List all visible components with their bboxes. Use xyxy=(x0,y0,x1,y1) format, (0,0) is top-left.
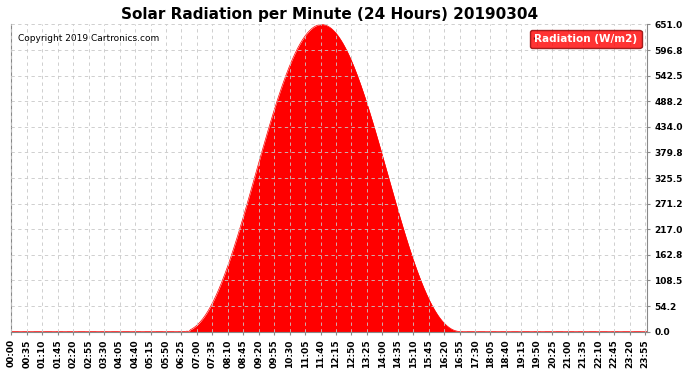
Title: Solar Radiation per Minute (24 Hours) 20190304: Solar Radiation per Minute (24 Hours) 20… xyxy=(121,7,538,22)
Legend: Radiation (W/m2): Radiation (W/m2) xyxy=(530,30,642,48)
Text: Copyright 2019 Cartronics.com: Copyright 2019 Cartronics.com xyxy=(18,34,159,43)
